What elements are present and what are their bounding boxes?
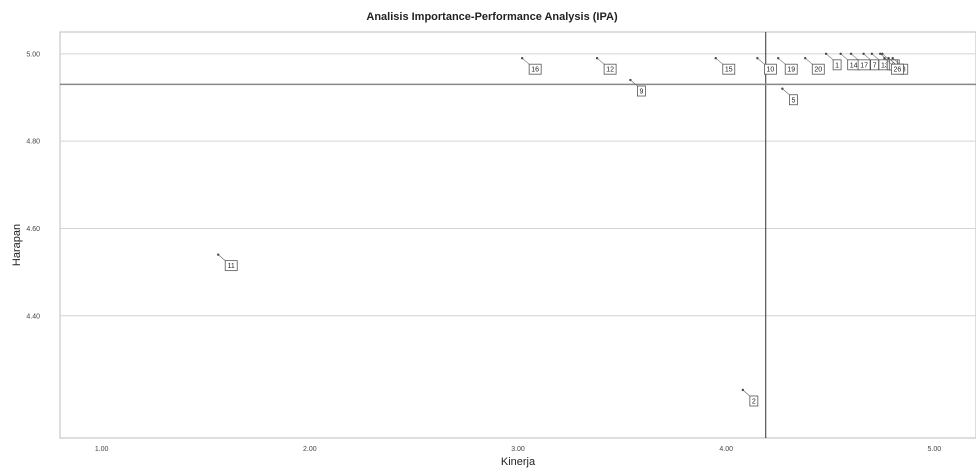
x-tick-label: 5.00 xyxy=(928,446,942,453)
data-point-17: 17 xyxy=(849,52,871,71)
data-point-2: 2 xyxy=(741,388,759,407)
point-leader-line xyxy=(742,389,751,397)
data-point-9: 9 xyxy=(629,78,646,97)
point-label: 7 xyxy=(873,62,877,69)
point-label: 12 xyxy=(606,67,614,74)
point-leader-line xyxy=(782,88,790,95)
point-label-box xyxy=(722,63,736,75)
point-label: 11 xyxy=(228,263,235,270)
point-label: 14 xyxy=(850,62,858,69)
y-axis-title: Harapan xyxy=(11,224,23,266)
x-tick-label: 1.00 xyxy=(95,446,109,453)
point-label-box xyxy=(637,85,646,97)
point-leader-line xyxy=(596,57,605,65)
point-leader-line xyxy=(218,254,226,261)
x-tick-label: 2.00 xyxy=(303,446,317,453)
point-leader-line xyxy=(630,79,638,87)
data-point-19: 19 xyxy=(777,56,798,75)
point-label: 9 xyxy=(639,89,643,96)
point-label-box xyxy=(891,63,904,75)
point-leader-line xyxy=(840,53,848,61)
point-label-box xyxy=(811,63,825,75)
data-point-20: 20 xyxy=(804,56,825,75)
point-label: 20 xyxy=(814,67,822,74)
point-leader-line xyxy=(880,53,888,61)
point-leader-line xyxy=(521,57,530,65)
point-leader-line xyxy=(805,57,813,65)
point-label: 13 xyxy=(881,62,889,69)
point-label-box xyxy=(528,63,542,75)
point-label: 17 xyxy=(860,62,868,69)
point-leader-line xyxy=(825,53,834,61)
grid-lines xyxy=(60,53,976,317)
x-tick-labels: 1.00 2.00 3.00 4.00 5.00 xyxy=(95,446,941,453)
reference-lines xyxy=(60,32,976,438)
data-points: 16129151019205114177131834826112 xyxy=(217,52,909,407)
data-point-5: 5 xyxy=(781,87,798,106)
data-point-12: 12 xyxy=(595,56,617,75)
chart-title: Analisis Importance-Performance Analysis… xyxy=(366,11,618,23)
point-label: 5 xyxy=(791,97,795,104)
point-label: 26 xyxy=(894,67,902,74)
point-leader-line xyxy=(715,57,723,65)
data-point-10: 10 xyxy=(756,56,777,75)
data-point-1: 1 xyxy=(824,52,842,71)
data-point-13: 13 xyxy=(870,52,892,71)
point-leader-line xyxy=(888,57,896,65)
data-point-7: 7 xyxy=(862,52,879,71)
point-label-box xyxy=(832,59,842,71)
point-label: 2 xyxy=(752,398,756,405)
data-point-16: 16 xyxy=(520,56,542,75)
point-leader-line xyxy=(892,57,900,65)
data-point-14: 14 xyxy=(839,52,861,71)
x-axis-title: Kinerja xyxy=(501,456,536,468)
y-tick-label: 4.80 xyxy=(26,139,40,146)
data-point-11: 11 xyxy=(217,253,238,272)
point-label-box xyxy=(857,59,871,71)
data-point-15: 15 xyxy=(714,56,736,75)
point-leader-line xyxy=(778,57,786,65)
point-label-box xyxy=(603,63,617,75)
point-leader-line xyxy=(884,57,892,65)
x-tick-label: 3.00 xyxy=(511,446,525,453)
y-tick-labels: 5.00 4.80 4.60 4.40 xyxy=(26,51,40,320)
x-tick-label: 4.00 xyxy=(719,446,733,453)
point-label: 16 xyxy=(531,67,539,74)
data-point-26: 26 xyxy=(883,56,904,75)
point-label: 10 xyxy=(767,67,775,74)
point-label: 19 xyxy=(787,67,795,74)
point-label-box xyxy=(224,260,238,272)
point-leader-line xyxy=(757,57,765,65)
point-label-box xyxy=(764,63,777,75)
plot-area xyxy=(59,31,976,439)
point-leader-line xyxy=(871,53,880,61)
point-leader-line xyxy=(863,53,871,61)
point-label: 15 xyxy=(725,67,733,74)
point-label-box xyxy=(788,94,798,106)
y-tick-label: 4.60 xyxy=(26,226,40,233)
point-leader-line xyxy=(850,53,859,61)
y-tick-label: 5.00 xyxy=(26,51,40,58)
y-tick-label: 4.40 xyxy=(26,313,40,320)
point-label: 1 xyxy=(835,62,839,69)
point-label-box xyxy=(749,395,759,407)
point-label-box xyxy=(784,63,798,75)
